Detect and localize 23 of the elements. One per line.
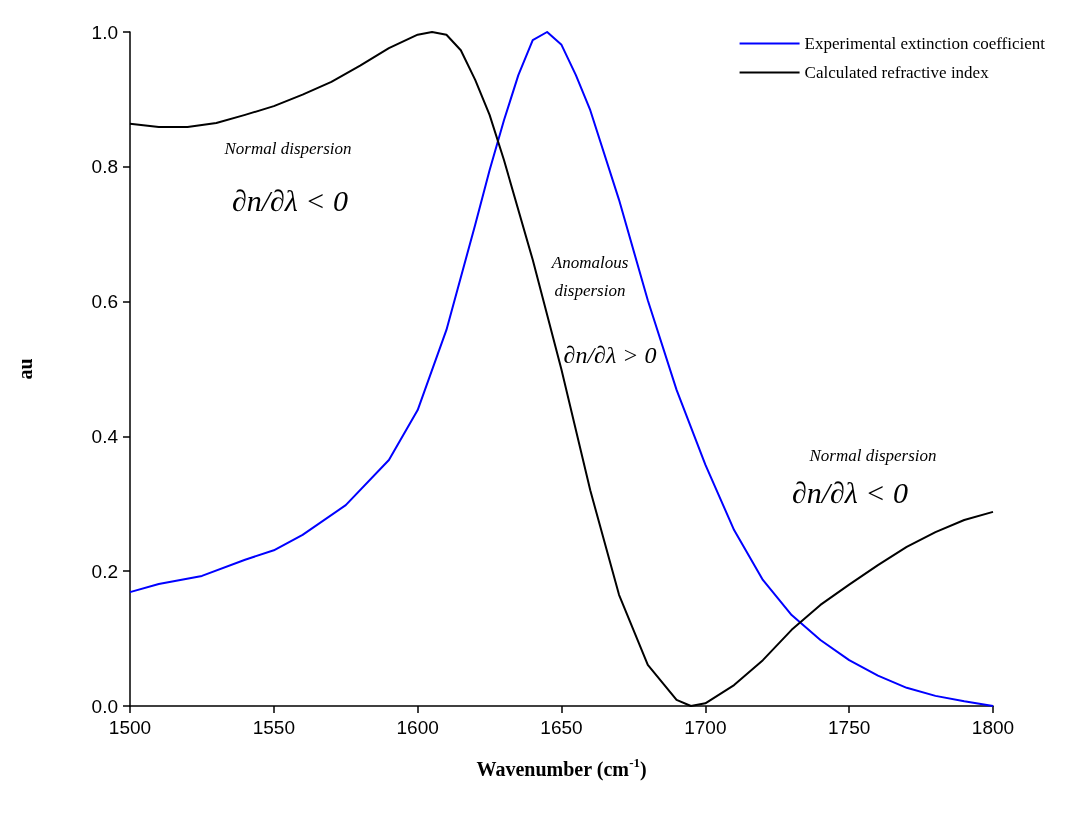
annotation: ∂n/∂λ < 0: [231, 183, 349, 217]
annotation: Normal dispersion: [808, 445, 937, 465]
legend-label: Calculated refractive index: [804, 63, 990, 82]
x-tick-label: 1750: [828, 717, 871, 738]
y-tick-label: 0.6: [91, 291, 118, 313]
y-axis-title: au: [14, 358, 36, 380]
x-tick-label: 1550: [252, 717, 295, 738]
x-tick-label: 1600: [396, 717, 439, 738]
y-tick-label: 0.2: [91, 560, 118, 582]
y-tick-label: 0.4: [91, 425, 119, 447]
y-tick-label: 0.8: [91, 156, 118, 178]
annotation: ∂n/∂λ > 0: [563, 342, 657, 368]
x-tick-label: 1500: [108, 717, 152, 738]
annotation: Normal dispersion: [223, 138, 352, 158]
legend-label: Experimental extinction coefficient: [804, 34, 1046, 53]
x-tick-label: 1700: [684, 717, 727, 738]
x-tick-label: 1800: [971, 717, 1015, 738]
x-tick-label: 1650: [540, 717, 583, 738]
annotation: Anomalous: [550, 252, 629, 272]
y-tick-label: 0.0: [91, 695, 118, 717]
y-tick-label: 1.0: [91, 21, 118, 43]
annotation: ∂n/∂λ < 0: [791, 475, 909, 509]
annotation: dispersion: [554, 280, 626, 300]
